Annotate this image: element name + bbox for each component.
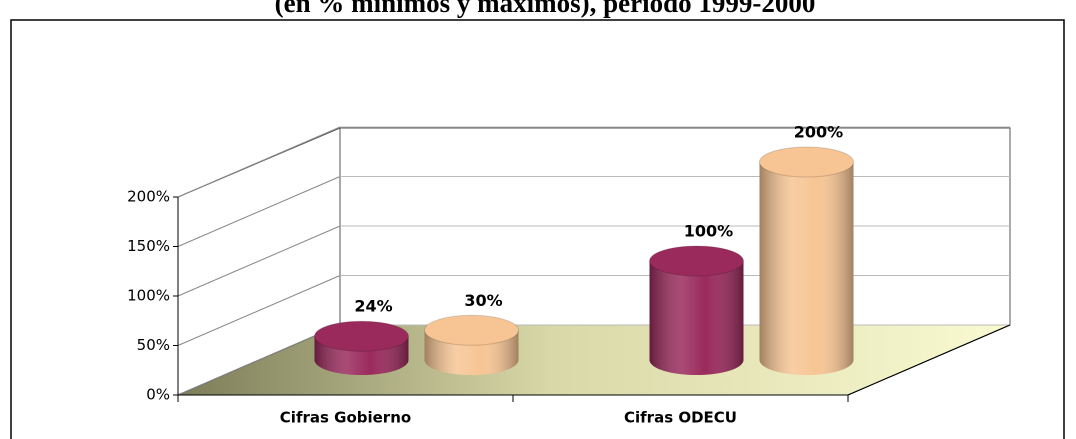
- grid-line: [177, 324, 341, 396]
- x-tick-label: Cifras ODECU: [624, 409, 737, 427]
- grid-line: [177, 126, 341, 198]
- frame: [10, 19, 1065, 439]
- data-label: 24%: [354, 297, 392, 316]
- grid-line: [177, 225, 341, 297]
- chart-title: (en % mínimos y máximos), periodo 1999-2…: [275, 0, 816, 18]
- bar-top: [649, 245, 744, 277]
- y-tick-label: 50%: [137, 336, 170, 354]
- y-tick-label: 100%: [127, 287, 170, 305]
- grid-line: [177, 176, 341, 247]
- data-label: 100%: [684, 222, 733, 241]
- y-tick-label: 150%: [127, 237, 170, 255]
- bar-shade: [649, 261, 744, 376]
- data-label: 200%: [794, 123, 843, 142]
- bar-top: [314, 320, 409, 352]
- bar-top: [424, 314, 519, 346]
- x-tick-label: Cifras Gobierno: [280, 409, 411, 427]
- floor-edge: [847, 324, 1011, 396]
- bar-top: [759, 146, 854, 178]
- grid-line: [177, 275, 341, 346]
- data-label: 30%: [464, 291, 502, 310]
- y-tick-label: 200%: [127, 188, 170, 206]
- y-tick-label: 0%: [146, 386, 170, 404]
- bar-shade: [759, 162, 854, 376]
